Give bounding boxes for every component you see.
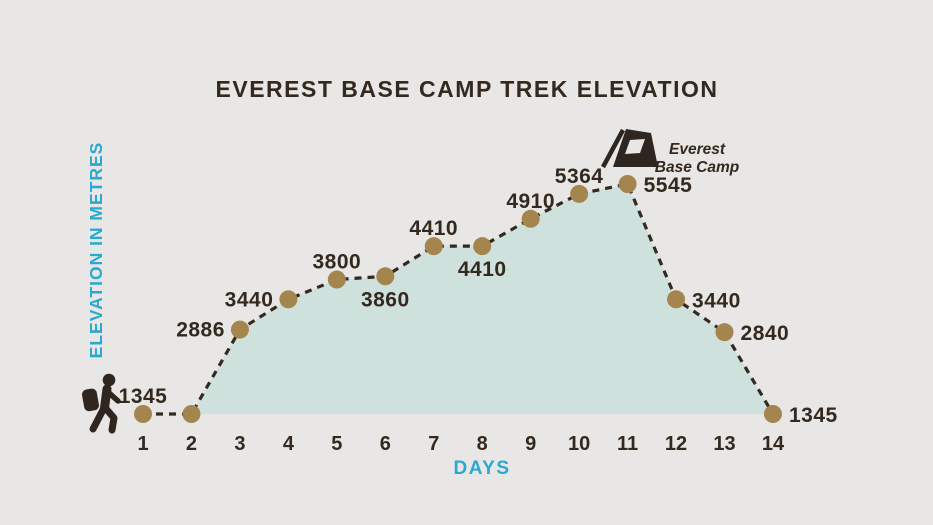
x-tick-day-7: 7 [428,433,439,455]
tent-pole [601,128,625,169]
elevation-label-day-3: 2886 [176,319,225,342]
data-point-day-3 [230,320,249,339]
data-point-day-2 [182,405,201,423]
x-tick-day-10: 10 [568,433,590,455]
y-axis-label: ELEVATION IN METRES [86,142,106,359]
x-tick-day-2: 2 [186,433,197,455]
elevation-label-day-8: 4410 [458,258,507,281]
data-point-day-6 [376,267,395,286]
data-point-day-8 [473,237,492,256]
x-tick-day-14: 14 [762,433,785,455]
elevation-label-day-13: 2840 [741,322,790,345]
tent-door [625,139,645,154]
x-tick-day-9: 9 [525,433,536,455]
data-point-day-11 [618,175,637,193]
data-point-day-4 [279,290,298,309]
elevation-label-day-6: 3860 [361,288,410,311]
hiker-backpack [81,388,99,412]
elevation-label-day-4: 3440 [225,288,274,311]
data-point-day-14 [763,405,782,423]
elevation-label-day-1: 1345 [119,385,168,408]
elevation-label-day-5: 3800 [312,251,361,274]
elevation-area [191,184,773,414]
elevation-label-day-11: 5545 [644,174,693,197]
x-tick-day-8: 8 [477,433,488,455]
x-tick-day-13: 13 [713,433,735,455]
base-camp-label-line1: Everest [669,141,726,158]
x-tick-day-6: 6 [380,433,391,455]
data-point-day-9 [521,209,540,228]
elevation-label-day-14: 1345 [789,404,838,427]
hiker-head [102,373,116,387]
x-tick-day-4: 4 [283,433,295,455]
data-point-day-5 [327,270,346,289]
tent-icon [601,128,658,169]
elevation-label-day-12: 3440 [692,289,741,312]
x-tick-day-1: 1 [137,433,148,455]
elevation-label-day-7: 4410 [409,217,458,240]
data-point-day-1 [134,405,152,423]
elevation-label-day-9: 4910 [506,190,555,213]
x-axis-label: DAYS [453,458,510,479]
data-point-day-12 [667,290,686,309]
base-camp-label-line2: Base Camp [655,159,739,176]
hiker-back-leg [89,403,108,433]
elevation-label-day-10: 5364 [555,165,604,188]
x-tick-day-5: 5 [331,433,342,455]
x-tick-day-12: 12 [665,433,687,455]
x-tick-day-11: 11 [617,433,638,455]
hiker-arm [105,389,121,404]
data-point-day-10 [570,184,589,203]
chart-title: EVEREST BASE CAMP TREK ELEVATION [216,76,719,102]
hiker-front-leg [101,403,118,434]
x-tick-day-3: 3 [234,433,245,455]
hiker-icon [81,373,121,434]
data-point-day-13 [715,323,734,342]
data-point-day-7 [424,237,443,256]
